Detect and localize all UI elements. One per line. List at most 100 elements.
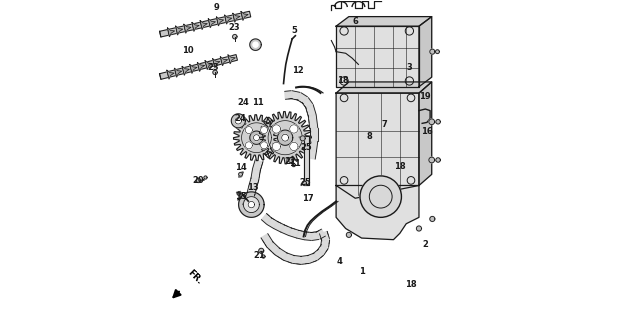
Polygon shape bbox=[261, 142, 268, 149]
Polygon shape bbox=[336, 186, 419, 240]
Polygon shape bbox=[318, 244, 328, 255]
Polygon shape bbox=[336, 17, 432, 26]
Polygon shape bbox=[261, 234, 273, 246]
Polygon shape bbox=[278, 130, 293, 145]
Polygon shape bbox=[309, 140, 318, 151]
Polygon shape bbox=[205, 60, 212, 69]
Polygon shape bbox=[233, 115, 280, 161]
Text: 12: 12 bbox=[292, 66, 304, 75]
Text: 18: 18 bbox=[394, 162, 406, 171]
Polygon shape bbox=[284, 253, 294, 263]
Text: 15: 15 bbox=[235, 192, 247, 201]
Polygon shape bbox=[301, 255, 309, 264]
Polygon shape bbox=[245, 192, 255, 201]
Text: 23: 23 bbox=[208, 63, 219, 72]
Polygon shape bbox=[307, 150, 316, 159]
Polygon shape bbox=[254, 135, 259, 141]
Text: 16: 16 bbox=[421, 127, 433, 136]
Polygon shape bbox=[288, 157, 294, 163]
Polygon shape bbox=[238, 192, 264, 217]
Polygon shape bbox=[235, 118, 242, 124]
Polygon shape bbox=[336, 82, 432, 93]
Text: 25: 25 bbox=[301, 143, 313, 152]
Text: 11: 11 bbox=[289, 159, 301, 168]
Polygon shape bbox=[304, 136, 309, 186]
Text: 5: 5 bbox=[292, 27, 297, 36]
Polygon shape bbox=[285, 91, 292, 99]
Polygon shape bbox=[302, 98, 313, 108]
Text: 2: 2 bbox=[422, 240, 428, 249]
Text: 21: 21 bbox=[254, 251, 266, 260]
Polygon shape bbox=[249, 178, 259, 188]
Polygon shape bbox=[429, 119, 434, 124]
Polygon shape bbox=[291, 91, 300, 100]
Text: 17: 17 bbox=[302, 194, 313, 203]
Polygon shape bbox=[261, 214, 272, 224]
Polygon shape bbox=[252, 160, 263, 171]
Polygon shape bbox=[212, 59, 220, 68]
Polygon shape bbox=[167, 70, 174, 79]
Polygon shape bbox=[208, 19, 216, 28]
Polygon shape bbox=[272, 142, 281, 151]
Polygon shape bbox=[290, 142, 298, 151]
Polygon shape bbox=[160, 11, 250, 37]
Polygon shape bbox=[346, 232, 351, 237]
Polygon shape bbox=[274, 221, 285, 232]
Polygon shape bbox=[302, 181, 306, 186]
Polygon shape bbox=[238, 172, 242, 176]
Polygon shape bbox=[262, 255, 265, 258]
Polygon shape bbox=[310, 128, 318, 141]
Polygon shape bbox=[281, 134, 288, 141]
Polygon shape bbox=[200, 20, 207, 29]
Polygon shape bbox=[307, 253, 317, 263]
Text: 24: 24 bbox=[234, 114, 246, 123]
Polygon shape bbox=[251, 169, 261, 180]
Polygon shape bbox=[336, 93, 419, 198]
Polygon shape bbox=[190, 64, 197, 73]
Polygon shape bbox=[224, 15, 232, 24]
Polygon shape bbox=[204, 176, 207, 179]
Polygon shape bbox=[245, 127, 252, 133]
Polygon shape bbox=[297, 93, 307, 103]
Text: 8: 8 bbox=[366, 132, 372, 140]
Polygon shape bbox=[182, 66, 190, 75]
Polygon shape bbox=[267, 218, 278, 228]
Text: 9: 9 bbox=[214, 3, 219, 12]
Polygon shape bbox=[275, 248, 287, 260]
Circle shape bbox=[360, 176, 401, 217]
Polygon shape bbox=[288, 228, 299, 238]
Text: 19: 19 bbox=[420, 92, 431, 101]
Polygon shape bbox=[436, 120, 440, 124]
Text: 25: 25 bbox=[299, 178, 311, 187]
Text: 23: 23 bbox=[228, 23, 240, 32]
Polygon shape bbox=[321, 239, 330, 247]
Text: 1: 1 bbox=[359, 267, 365, 276]
Text: 14: 14 bbox=[235, 164, 247, 172]
Polygon shape bbox=[237, 192, 241, 195]
Polygon shape bbox=[245, 142, 252, 149]
Text: 22: 22 bbox=[284, 157, 296, 166]
Polygon shape bbox=[336, 26, 419, 87]
Polygon shape bbox=[247, 186, 257, 195]
Polygon shape bbox=[160, 55, 237, 79]
Text: 4: 4 bbox=[337, 258, 342, 267]
Polygon shape bbox=[430, 216, 435, 221]
Polygon shape bbox=[184, 24, 191, 33]
Text: 13: 13 bbox=[247, 183, 259, 192]
Polygon shape bbox=[197, 178, 201, 183]
Polygon shape bbox=[243, 198, 252, 208]
Polygon shape bbox=[197, 62, 205, 71]
Polygon shape bbox=[297, 230, 306, 240]
Polygon shape bbox=[259, 112, 311, 164]
Text: 24: 24 bbox=[238, 98, 250, 107]
Polygon shape bbox=[293, 255, 302, 264]
Polygon shape bbox=[308, 115, 318, 129]
Polygon shape bbox=[241, 12, 248, 20]
Polygon shape bbox=[300, 136, 305, 141]
Text: 18: 18 bbox=[405, 280, 417, 289]
Polygon shape bbox=[419, 82, 432, 186]
Polygon shape bbox=[419, 17, 432, 87]
Polygon shape bbox=[316, 229, 325, 239]
Text: 18: 18 bbox=[337, 76, 348, 85]
Polygon shape bbox=[436, 50, 439, 53]
